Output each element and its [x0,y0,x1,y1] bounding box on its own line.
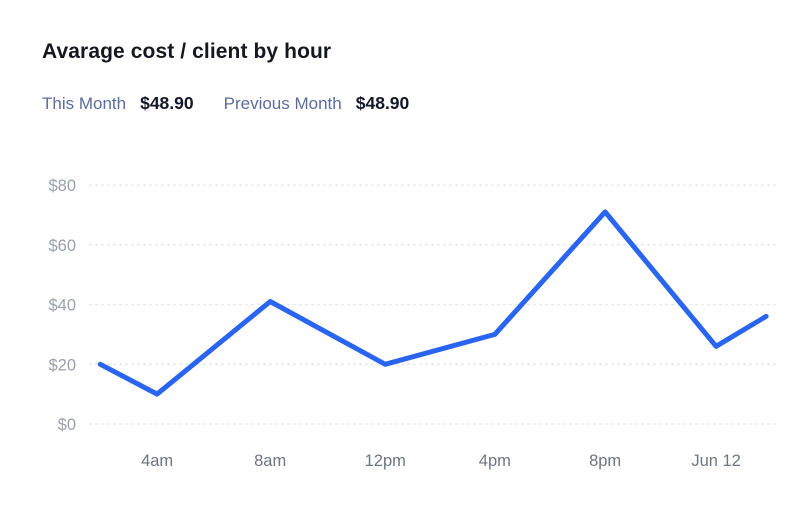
x-axis-tick-label: 8pm [589,452,621,470]
x-axis-tick-label: Jun 12 [691,452,741,470]
x-axis-tick-label: 12pm [365,452,406,470]
this-month-value: $48.90 [140,93,194,113]
legend-item-previous-month: Previous Month $48.90 [224,93,410,114]
chart-legend: This Month $48.90 Previous Month $48.90 [42,93,409,114]
x-axis-tick-label: 8am [254,452,286,470]
y-axis-tick-label: $20 [48,356,76,374]
chart-title: Avarage cost / client by hour [42,40,332,63]
y-axis-tick-label: $0 [58,416,76,434]
this-month-series-line [97,209,769,397]
y-axis-tick-label: $40 [48,297,76,315]
x-axis-tick-label: 4pm [479,452,511,470]
x-axis-tick-label: 4am [141,452,173,470]
y-axis-tick-label: $60 [48,237,76,255]
y-axis-tick-label: $80 [48,177,76,195]
legend-item-this-month: This Month $48.90 [42,93,194,114]
previous-month-label: Previous Month [223,94,342,113]
previous-month-value: $48.90 [355,93,410,113]
line-chart: $80 $60 $40 $20 $0 4am 8am 12pm 4pm 8pm Jun 12 [48,177,776,470]
this-month-label: This Month [42,94,127,113]
